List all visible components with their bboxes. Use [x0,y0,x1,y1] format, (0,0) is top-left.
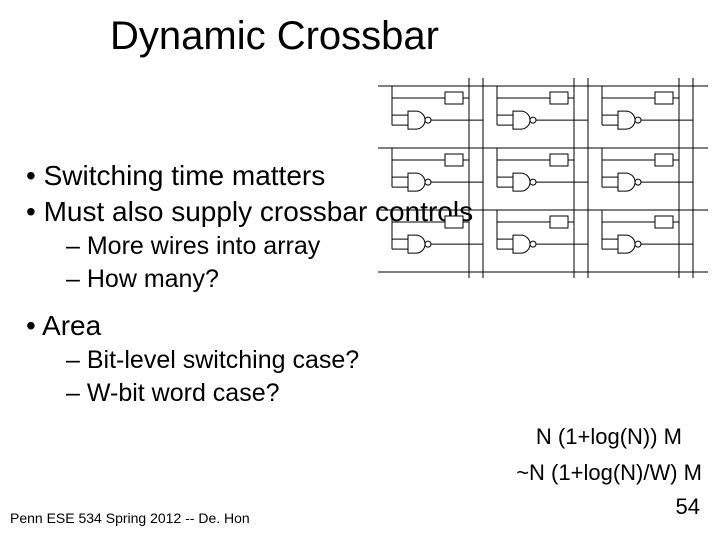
bullet-2a-text: More wires into array [87,232,320,260]
bullet-3a-text: Bit-level switching case? [87,346,359,374]
footer-text: Penn ESE 534 Spring 2012 -- De. Hon [10,510,250,526]
formula-w-bit: ~N (1+log(N)/W) M [516,460,702,486]
crossbar-diagram [378,78,708,278]
slide: Dynamic Crossbar • Switching time matter… [0,0,720,540]
bullet-1-text: Switching time matters [44,160,326,191]
bullet-3b: – W-bit word case? [66,379,700,408]
bullet-2b-text: How many? [87,265,219,293]
bullet-3-text: Area [42,310,101,341]
slide-title: Dynamic Crossbar [110,14,439,59]
bullet-3: • Area [26,310,700,342]
page-number: 54 [676,494,700,520]
bullet-3a: – Bit-level switching case? [66,346,700,375]
formula-bit-level: N (1+log(N)) M [536,424,682,450]
bullet-3b-text: W-bit word case? [87,379,280,407]
